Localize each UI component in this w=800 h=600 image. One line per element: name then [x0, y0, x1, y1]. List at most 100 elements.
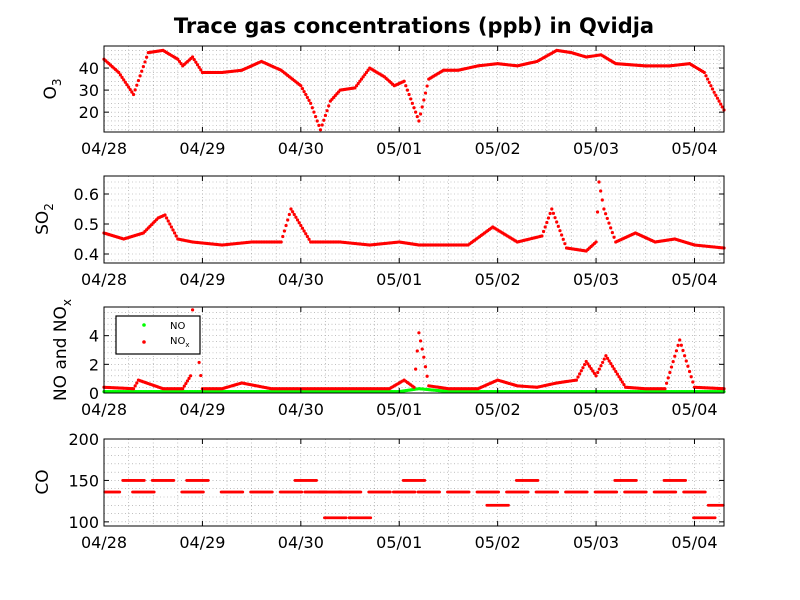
- data-point: [344, 516, 348, 520]
- data-point: [310, 106, 314, 110]
- legend-label-no: NO: [170, 321, 185, 332]
- data-point: [152, 490, 156, 494]
- data-point: [414, 367, 418, 371]
- data-point: [420, 105, 424, 109]
- y-axis-label-subscript: 2: [42, 203, 56, 211]
- data-point: [315, 479, 318, 482]
- data-point: [165, 216, 169, 220]
- data-point: [292, 212, 296, 217]
- y-tick-label: 40: [79, 59, 99, 78]
- data-point: [304, 232, 308, 236]
- x-tick-label: 05/02: [475, 139, 521, 158]
- data-point: [684, 479, 688, 482]
- data-point: [309, 101, 313, 105]
- y-tick-label: 150: [68, 471, 99, 490]
- x-tick-label: 04/30: [278, 400, 324, 419]
- data-point: [182, 384, 186, 388]
- data-point: [320, 123, 324, 127]
- data-point: [610, 230, 614, 235]
- panel-o3: 04/28 04/29 04/30 05/01 05/02 05/03 05/04 20 30 4…: [41, 45, 726, 158]
- x-tick-label: 04/29: [179, 400, 225, 419]
- data-point: [304, 92, 308, 97]
- data-point: [591, 369, 595, 373]
- data-point: [594, 240, 598, 244]
- y-tick-label: 4: [89, 327, 99, 346]
- data-point: [317, 123, 321, 127]
- data-point: [279, 240, 283, 244]
- data-point: [705, 77, 710, 81]
- data-point: [289, 207, 293, 211]
- data-point: [604, 354, 608, 358]
- data-point: [190, 308, 195, 312]
- data-point: [353, 86, 357, 90]
- x-tick-label: 05/01: [376, 270, 422, 289]
- data-point: [173, 231, 177, 235]
- legend-box: [115, 315, 201, 355]
- data-point: [364, 70, 369, 75]
- x-tick-label: 05/03: [573, 139, 619, 158]
- data-point: [206, 479, 210, 482]
- legend: NO NOx: [115, 315, 201, 355]
- y-tick-label: 20: [79, 103, 99, 122]
- data-point: [302, 229, 306, 233]
- legend-label-no-main: NO: [170, 321, 185, 332]
- data-points: [103, 479, 725, 520]
- x-tick-label: 05/02: [475, 400, 521, 419]
- x-tick-label: 05/03: [573, 400, 619, 419]
- data-point: [136, 78, 141, 83]
- data-point: [143, 60, 147, 64]
- data-point: [551, 211, 556, 215]
- data-point: [581, 366, 585, 370]
- data-point: [704, 74, 708, 78]
- data-point: [176, 57, 180, 61]
- data-point: [284, 223, 288, 228]
- data-point: [412, 106, 416, 110]
- data-point: [179, 62, 183, 66]
- data-point: [195, 63, 200, 67]
- data-point: [674, 349, 679, 353]
- y-tick-label: 200: [68, 430, 99, 449]
- data-point: [325, 109, 329, 113]
- data-point: [300, 87, 305, 91]
- data-point: [607, 221, 611, 225]
- tick-layer: 04/28 04/29 04/30 05/01 05/02 05/03 05/04 20 30 4…: [79, 46, 724, 158]
- data-point: [526, 490, 530, 494]
- data-point: [604, 212, 608, 216]
- data-point: [585, 490, 589, 494]
- x-tick-label: 05/02: [475, 270, 521, 289]
- data-point: [545, 220, 549, 225]
- data-point: [709, 84, 713, 88]
- data-point: [556, 224, 560, 228]
- data-point: [197, 360, 201, 365]
- data-point: [145, 55, 149, 59]
- y-tick-label: 0.4: [74, 245, 99, 264]
- x-tick-label: 05/02: [475, 533, 521, 552]
- data-point: [683, 354, 687, 358]
- data-point: [596, 370, 600, 375]
- data-point: [133, 384, 137, 388]
- data-point: [595, 210, 600, 214]
- data-point: [635, 479, 638, 482]
- data-point: [187, 376, 191, 380]
- data-point: [556, 490, 560, 494]
- x-tick-label: 04/28: [81, 139, 127, 158]
- data-point: [133, 88, 137, 92]
- y-tick-label: 30: [79, 81, 99, 100]
- data-point: [594, 374, 598, 378]
- panel-so2: 04/28 04/29 04/30 05/01 05/02 05/03 05/04 0.4 0.…: [33, 175, 726, 289]
- data-point: [605, 216, 609, 221]
- data-point: [548, 211, 552, 216]
- data-point: [602, 357, 606, 361]
- data-point: [128, 88, 132, 92]
- data-point: [679, 343, 683, 347]
- data-point: [305, 95, 309, 100]
- data-point: [138, 74, 142, 78]
- data-point: [578, 372, 582, 376]
- x-tick-label: 04/30: [278, 139, 324, 158]
- data-point: [589, 367, 593, 371]
- data-point: [712, 90, 716, 94]
- data-point: [417, 119, 421, 123]
- x-tick-label: 05/01: [376, 533, 422, 552]
- data-point: [366, 68, 370, 72]
- x-tick-label: 05/01: [376, 139, 422, 158]
